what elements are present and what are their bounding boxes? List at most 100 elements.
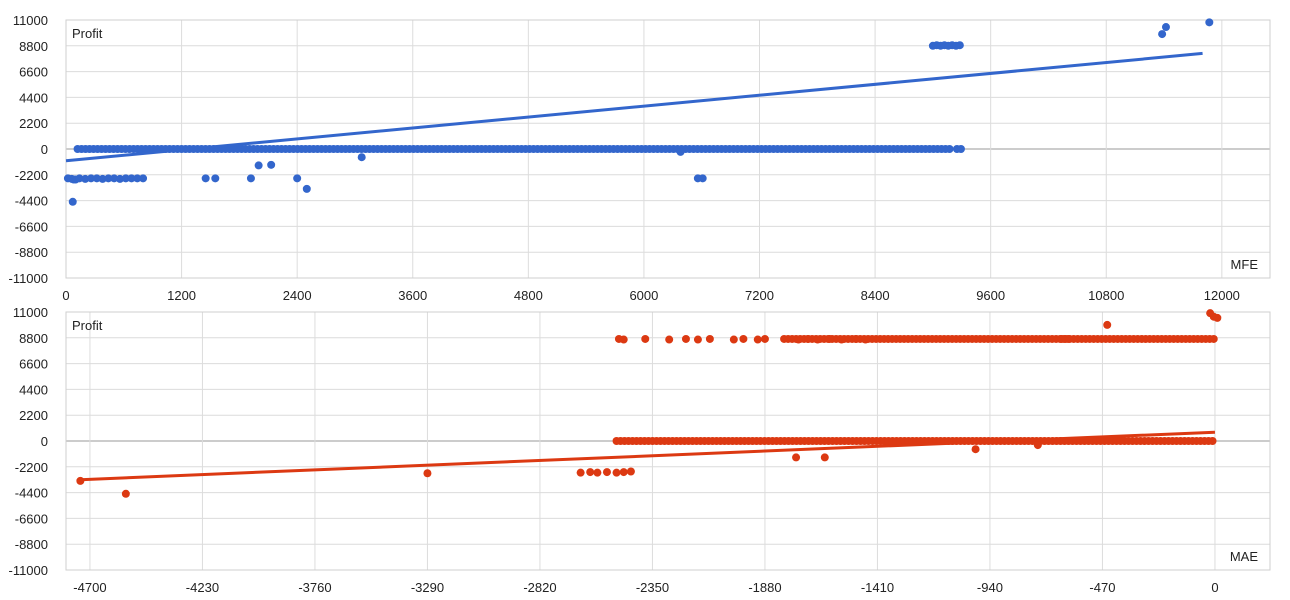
mae-x-tick-label: -2820 [523, 580, 556, 595]
mfe-x-tick-label: 8400 [861, 288, 890, 303]
mae-data-point [665, 335, 674, 344]
mfe-data-point [357, 153, 366, 162]
mae-data-point [794, 335, 803, 344]
mae-x-tick-label: -2350 [636, 580, 669, 595]
mae-x-tick-label: -1410 [861, 580, 894, 595]
mae-data-point [851, 334, 860, 343]
mae-data-point [825, 334, 834, 343]
mfe-data-point [956, 145, 965, 153]
mae-data-point [1103, 320, 1112, 329]
mfe-y-tick-label: -6600 [15, 219, 48, 234]
mae-data-point [861, 335, 870, 344]
mfe-data-point [133, 174, 142, 183]
mae-plot-frame [65, 311, 1271, 571]
mae-data-point [586, 468, 595, 477]
mae-y-tick-label: 2200 [19, 408, 48, 423]
mfe-points [63, 18, 1214, 206]
mfe-data-point [293, 174, 302, 183]
mfe-data-point [115, 174, 124, 183]
mfe-y-tick-label: 11000 [13, 13, 48, 28]
mae-data-point [693, 335, 702, 344]
mae-data-point [820, 453, 829, 462]
mae-data-point [729, 335, 738, 344]
mae-data-point [739, 334, 748, 343]
mae-data-point [121, 489, 130, 498]
mae-data-point [593, 468, 602, 477]
mae-data-point [626, 467, 635, 476]
mfe-data-point [302, 184, 311, 193]
mae-x-tick-label: -940 [977, 580, 1003, 595]
mfe-x-axis-label: MFE [1231, 257, 1259, 272]
mae-y-tick-label: 6600 [19, 357, 48, 372]
mfe-x-tick-label: 3600 [398, 288, 427, 303]
mae-data-point [576, 468, 585, 477]
mfe-x-tick-label: 2400 [283, 288, 312, 303]
mfe-x-tick-label: 6000 [629, 288, 658, 303]
mfe-x-tick-label: 7200 [745, 288, 774, 303]
mae-data-point [619, 468, 628, 477]
mfe-x-tick-label: 9600 [976, 288, 1005, 303]
mae-data-point [804, 334, 813, 343]
mfe-y-tick-label: 0 [41, 142, 48, 157]
mae-y-tick-label: 4400 [19, 382, 48, 397]
mfe-y-tick-label: 4400 [19, 90, 48, 105]
mae-y-tick-label: 8800 [19, 331, 48, 346]
mfe-data-point [139, 174, 148, 183]
mae-data-point [619, 335, 628, 344]
mfe-data-point [68, 197, 77, 206]
mfe-x-tick-label: 10800 [1088, 288, 1124, 303]
mfe-plot-frame [65, 19, 1271, 279]
mae-data-point [1033, 441, 1042, 450]
mae-x-tick-label: -3290 [411, 580, 444, 595]
mfe-data-point [267, 160, 276, 169]
mae-data-point [681, 334, 690, 343]
mfe-x-tick-label: 0 [62, 288, 69, 303]
mfe-data-point [127, 174, 136, 183]
mfe-data-point [87, 174, 96, 183]
mae-trendline [80, 430, 1216, 482]
mfe-x-tick-label: 1200 [167, 288, 196, 303]
mfe-data-point [121, 174, 130, 183]
mfe-y-tick-label: 6600 [19, 65, 48, 80]
mfe-data-point [104, 174, 113, 183]
mfe-y-tick-label: -11000 [8, 271, 48, 286]
mfe-x-tick-label: 4800 [514, 288, 543, 303]
mfe-y-tick-label: 8800 [19, 39, 48, 54]
mae-data-point [423, 469, 432, 478]
mae-data-point [971, 445, 980, 454]
mfe-data-point [1158, 30, 1167, 39]
mfe-y-tick-label: -2200 [15, 168, 48, 183]
mae-x-axis-label: MAE [1230, 549, 1259, 564]
mae-x-tick-label: -1880 [748, 580, 781, 595]
mfe-data-point [110, 174, 119, 183]
mfe-data-point [98, 174, 107, 183]
mae-y-tick-label: -6600 [15, 511, 48, 526]
mae-data-point [612, 468, 621, 477]
mfe-data-point [1161, 23, 1170, 32]
mae-x-tick-label: -470 [1089, 580, 1115, 595]
mae-x-tick-label: -4230 [186, 580, 219, 595]
mae-y-tick-label: -11000 [8, 563, 48, 578]
mae-x-tick-label: 0 [1211, 580, 1218, 595]
mae-y-tick-label: -8800 [15, 537, 48, 552]
mfe-chart: 11000 8800 6600 4400 2200 0 -2200 -4400 -6600 -88… [8, 13, 1271, 303]
mfe-y-axis-label: Profit [72, 26, 103, 41]
mfe-data-point [1205, 18, 1214, 27]
mae-data-point [760, 334, 769, 343]
mfe-data-point [81, 174, 90, 183]
mae-data-point [813, 335, 822, 344]
mae-data-point [1213, 313, 1222, 322]
mfe-y-tick-label: 2200 [19, 116, 48, 131]
mae-data-point [602, 468, 611, 477]
mfe-data-point [698, 174, 707, 183]
mae-y-tick-label: -4400 [15, 486, 48, 501]
mfe-trendline [65, 51, 1203, 163]
mfe-data-point [945, 145, 954, 153]
mae-data-point [837, 335, 846, 344]
mae-y-tick-label: -2200 [15, 460, 48, 475]
mae-data-point [705, 334, 714, 343]
mae-data-point [1209, 334, 1218, 343]
mae-x-tick-label: -4700 [73, 580, 106, 595]
mfe-y-tick-label: -8800 [15, 245, 48, 260]
mae-x-tick-label: -3760 [298, 580, 331, 595]
